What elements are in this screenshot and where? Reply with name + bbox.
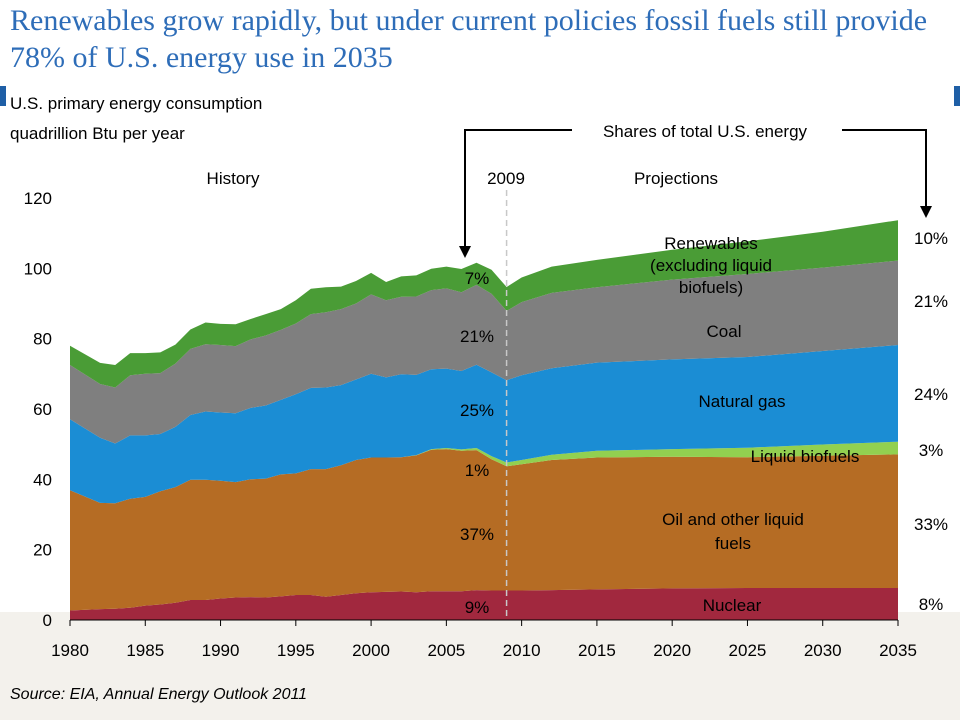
area-renewables-excluding-liquid-biofuels — [70, 220, 898, 388]
source-note: Source: EIA, Annual Energy Outlook 2011 — [10, 686, 308, 703]
liquid-biofuels-label: Liquid biofuels — [751, 447, 860, 466]
share-2035-label: 3% — [919, 441, 944, 460]
renewables-label: Renewables — [664, 234, 758, 253]
coal-label: Coal — [707, 322, 742, 341]
area-liquid-biofuels — [70, 441, 898, 504]
x-tick-label: 2020 — [653, 641, 691, 660]
natural-gas-label: Natural gas — [699, 392, 786, 411]
share-2035-label: 21% — [914, 292, 948, 311]
y-tick-label: 100 — [24, 259, 52, 278]
history-label: History — [207, 169, 260, 188]
area-coal — [70, 260, 898, 444]
y-tick-label: 20 — [33, 541, 52, 560]
share-2009-label: 21% — [460, 327, 494, 346]
renewables-label: biofuels) — [679, 278, 743, 297]
y-axis-label-line2: quadrillion Btu per year — [10, 124, 185, 143]
x-tick-label: 1985 — [126, 641, 164, 660]
share-2035-label: 24% — [914, 385, 948, 404]
oil-label: Oil and other liquid — [662, 510, 804, 529]
shares-arrow-left — [464, 129, 572, 246]
y-tick-label: 80 — [33, 330, 52, 349]
chart-annotations: History 2009 Projections Shares of total U.… — [207, 122, 948, 617]
shares-arrow-right — [842, 129, 927, 206]
y-tick-label: 0 — [43, 611, 52, 630]
area-natural-gas — [70, 345, 898, 504]
y-axis-label-line1: U.S. primary energy consumption — [10, 94, 263, 113]
share-2009-label: 25% — [460, 401, 494, 420]
page-title: Renewables grow rapidly, but under curre… — [10, 4, 928, 74]
oil-label: fuels — [715, 534, 751, 553]
left-edge-mark — [0, 86, 6, 106]
year-2009-label: 2009 — [487, 169, 525, 188]
x-tick-label: 2025 — [729, 641, 767, 660]
x-tick-label: 1980 — [51, 641, 89, 660]
nuclear-label: Nuclear — [703, 596, 762, 615]
x-tick-label: 2000 — [352, 641, 390, 660]
y-tick-label: 60 — [33, 400, 52, 419]
y-tick-label: 40 — [33, 470, 52, 489]
arrowhead-right — [920, 206, 932, 218]
share-2009-label: 1% — [465, 461, 490, 480]
x-tick-label: 2035 — [879, 641, 917, 660]
x-tick-label: 2005 — [427, 641, 465, 660]
share-2009-label: 7% — [465, 269, 490, 288]
projections-label: Projections — [634, 169, 718, 188]
share-2035-label: 33% — [914, 515, 948, 534]
area-oil-and-other-liquid-fuels — [70, 449, 898, 611]
area-nuclear — [70, 588, 898, 620]
x-tick-label: 2010 — [503, 641, 541, 660]
x-tick-label: 2030 — [804, 641, 842, 660]
renewables-label: (excluding liquid — [650, 256, 772, 275]
arrowhead-left — [459, 246, 471, 258]
stacked-areas — [70, 220, 898, 620]
share-2009-label: 37% — [460, 525, 494, 544]
share-2035-label: 8% — [919, 595, 944, 614]
x-tick-label: 2015 — [578, 641, 616, 660]
shares-header: Shares of total U.S. energy — [603, 122, 808, 141]
right-edge-mark — [954, 86, 960, 106]
y-tick-label: 120 — [24, 189, 52, 208]
footer-band — [0, 612, 960, 720]
x-tick-label: 1995 — [277, 641, 315, 660]
share-2035-label: 10% — [914, 229, 948, 248]
share-2009-label: 9% — [465, 598, 490, 617]
energy-consumption-chart: 1980 1985 1990 1995 2000 2005 2010 2015 2020 2025… — [24, 122, 948, 660]
chart-axes: 1980 1985 1990 1995 2000 2005 2010 2015 2020 2025… — [24, 189, 917, 660]
x-tick-label: 1990 — [202, 641, 240, 660]
